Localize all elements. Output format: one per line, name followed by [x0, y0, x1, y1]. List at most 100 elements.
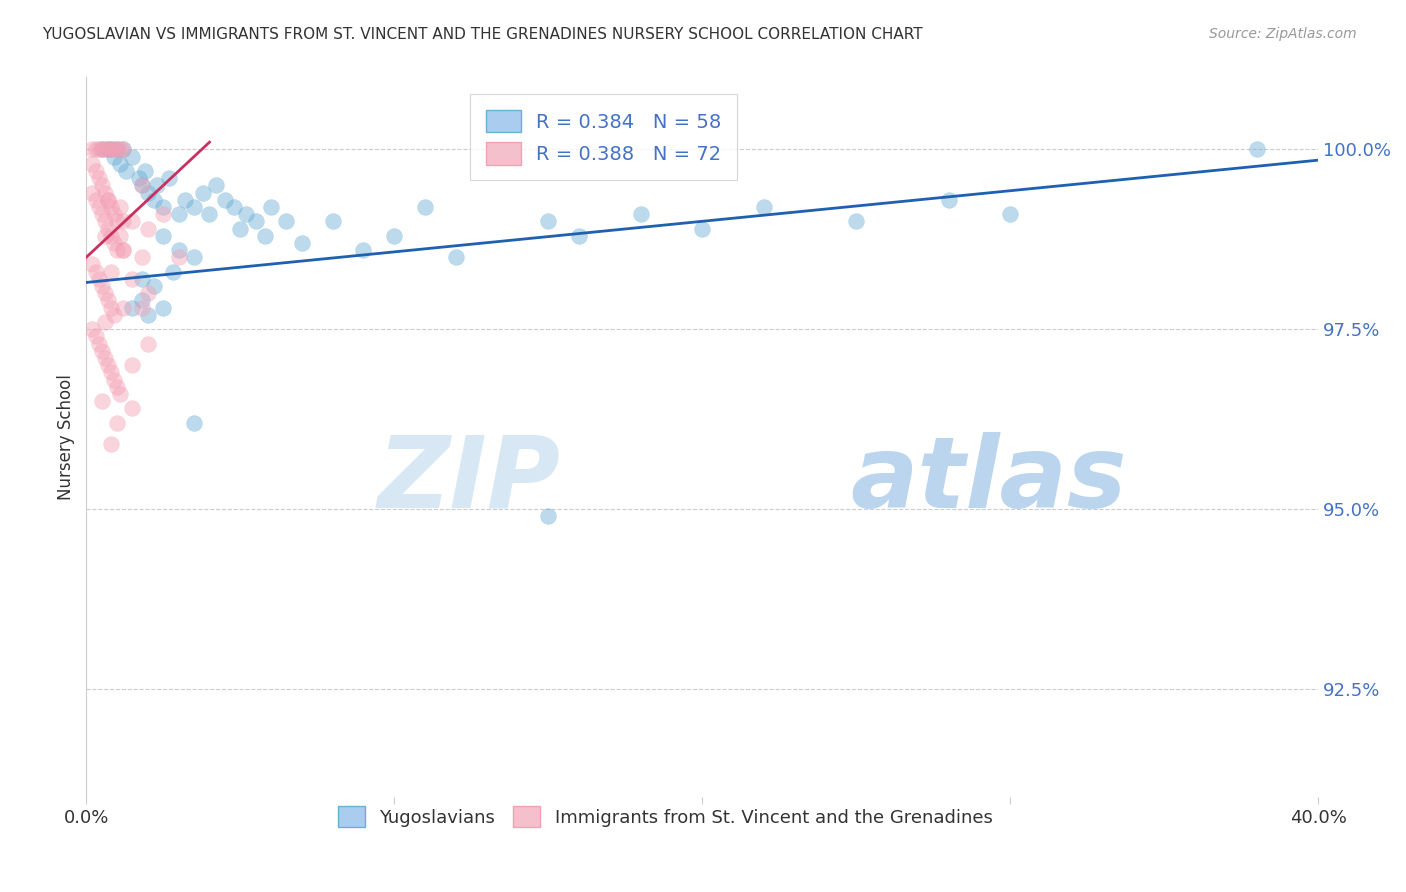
Point: [568, 228, 591, 243]
Point: [108, 228, 131, 243]
Point: [198, 207, 221, 221]
Point: [103, 207, 125, 221]
Point: [97, 193, 120, 207]
Point: [105, 142, 128, 156]
Point: [162, 265, 184, 279]
Point: [103, 235, 125, 250]
Point: [322, 214, 344, 228]
Point: [193, 186, 215, 200]
Point: [136, 186, 159, 200]
Point: [103, 373, 125, 387]
Point: [94, 351, 117, 365]
Point: [146, 178, 169, 193]
Point: [100, 142, 122, 156]
Point: [143, 193, 166, 207]
Point: [97, 221, 120, 235]
Point: [97, 142, 120, 156]
Point: [84, 329, 107, 343]
Point: [108, 157, 131, 171]
Legend: Yugoslavians, Immigrants from St. Vincent and the Grenadines: Yugoslavians, Immigrants from St. Vincen…: [330, 799, 1000, 835]
Point: [112, 301, 135, 315]
Point: [105, 142, 128, 156]
Point: [105, 214, 128, 228]
Point: [183, 250, 205, 264]
Point: [100, 437, 122, 451]
Point: [131, 293, 153, 308]
Point: [105, 380, 128, 394]
Point: [90, 207, 112, 221]
Point: [998, 207, 1021, 221]
Point: [108, 387, 131, 401]
Point: [136, 221, 159, 235]
Point: [103, 150, 125, 164]
Point: [94, 286, 117, 301]
Point: [82, 257, 104, 271]
Point: [112, 243, 135, 257]
Point: [131, 178, 153, 193]
Point: [90, 279, 112, 293]
Point: [103, 142, 125, 156]
Point: [444, 250, 467, 264]
Point: [112, 142, 135, 156]
Point: [1246, 142, 1268, 156]
Point: [103, 308, 125, 322]
Point: [235, 207, 257, 221]
Point: [938, 193, 960, 207]
Point: [87, 142, 110, 156]
Point: [94, 214, 117, 228]
Point: [90, 178, 112, 193]
Point: [87, 272, 110, 286]
Point: [121, 401, 143, 416]
Point: [382, 228, 405, 243]
Point: [134, 164, 156, 178]
Point: [131, 272, 153, 286]
Point: [131, 301, 153, 315]
Point: [100, 142, 122, 156]
Point: [100, 228, 122, 243]
Point: [84, 265, 107, 279]
Point: [537, 509, 560, 524]
Point: [152, 200, 174, 214]
Point: [224, 200, 246, 214]
Point: [214, 193, 236, 207]
Point: [204, 178, 226, 193]
Point: [152, 207, 174, 221]
Point: [84, 164, 107, 178]
Point: [87, 336, 110, 351]
Point: [84, 142, 107, 156]
Point: [84, 193, 107, 207]
Point: [183, 416, 205, 430]
Point: [82, 157, 104, 171]
Point: [229, 221, 252, 235]
Point: [108, 200, 131, 214]
Point: [845, 214, 868, 228]
Point: [413, 200, 436, 214]
Point: [121, 301, 143, 315]
Point: [100, 200, 122, 214]
Point: [94, 186, 117, 200]
Point: [143, 279, 166, 293]
Point: [90, 394, 112, 409]
Point: [136, 308, 159, 322]
Point: [112, 142, 135, 156]
Point: [253, 228, 276, 243]
Point: [152, 301, 174, 315]
Point: [94, 142, 117, 156]
Point: [121, 358, 143, 372]
Point: [115, 164, 138, 178]
Y-axis label: Nursery School: Nursery School: [58, 374, 75, 500]
Point: [90, 142, 112, 156]
Point: [105, 416, 128, 430]
Text: ZIP: ZIP: [378, 432, 561, 529]
Point: [131, 178, 153, 193]
Point: [260, 200, 283, 214]
Point: [159, 171, 181, 186]
Point: [167, 207, 190, 221]
Point: [128, 171, 150, 186]
Point: [97, 142, 120, 156]
Point: [100, 301, 122, 315]
Point: [94, 228, 117, 243]
Point: [121, 150, 143, 164]
Point: [276, 214, 298, 228]
Point: [121, 272, 143, 286]
